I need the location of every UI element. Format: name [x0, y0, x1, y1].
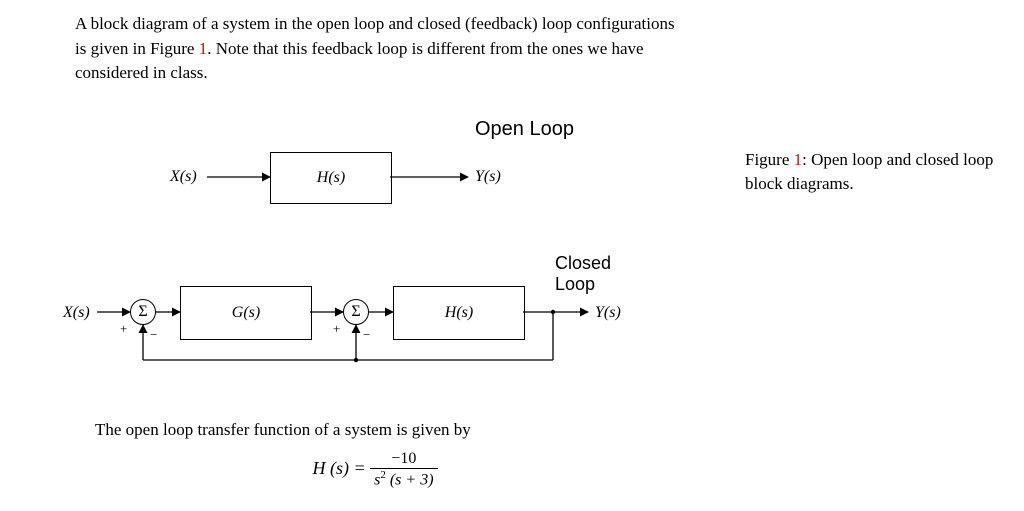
den-rest: (s + 3): [386, 471, 434, 488]
eqn-lhs: H (s) =: [312, 458, 370, 478]
g-block: G(s): [180, 286, 312, 340]
block-diagram: Open Loop Closed Loop X(s) H(s) Y(s) X(s…: [75, 110, 685, 380]
h-block: H(s): [393, 286, 525, 340]
sum1-plus: +: [120, 321, 127, 337]
g-label: G(s): [232, 304, 260, 322]
eqn-numerator: −10: [370, 450, 437, 469]
eqn-fraction: −10 s2 (s + 3): [370, 450, 437, 489]
figure-caption: Figure 1: Open loop and closed loop bloc…: [745, 148, 1000, 196]
eqn-denominator: s2 (s + 3): [370, 469, 437, 489]
open-y-label: Y(s): [475, 168, 501, 186]
diagram-wires: [75, 110, 685, 380]
transfer-function-equation: H (s) = −10 s2 (s + 3): [95, 450, 655, 489]
intro-paragraph: A block diagram of a system in the open …: [75, 12, 685, 86]
caption-number: 1: [794, 150, 803, 169]
closed-title-line2: Loop: [555, 274, 595, 294]
figure-ref-number: 1: [199, 39, 208, 58]
open-h-block: H(s): [270, 152, 392, 204]
open-x-label: X(s): [170, 168, 197, 186]
closed-title-line1: Closed: [555, 253, 611, 273]
summing-junction-1: Σ: [130, 299, 156, 325]
sum1-minus: −: [150, 327, 157, 343]
sigma-1: Σ: [138, 303, 147, 321]
sigma-2: Σ: [351, 303, 360, 321]
closed-x-label: X(s): [63, 304, 90, 322]
closed-y-label: Y(s): [595, 304, 621, 322]
sum2-minus: −: [363, 327, 370, 343]
open-loop-title: Open Loop: [475, 118, 574, 141]
sum2-plus: +: [333, 321, 340, 337]
h-label: H(s): [445, 304, 473, 322]
summing-junction-2: Σ: [343, 299, 369, 325]
page: A block diagram of a system in the open …: [0, 0, 1024, 511]
closed-loop-title: Closed Loop: [555, 253, 611, 294]
caption-prefix: Figure: [745, 150, 794, 169]
open-h-label: H(s): [317, 169, 345, 187]
transfer-function-intro: The open loop transfer function of a sys…: [95, 418, 655, 443]
